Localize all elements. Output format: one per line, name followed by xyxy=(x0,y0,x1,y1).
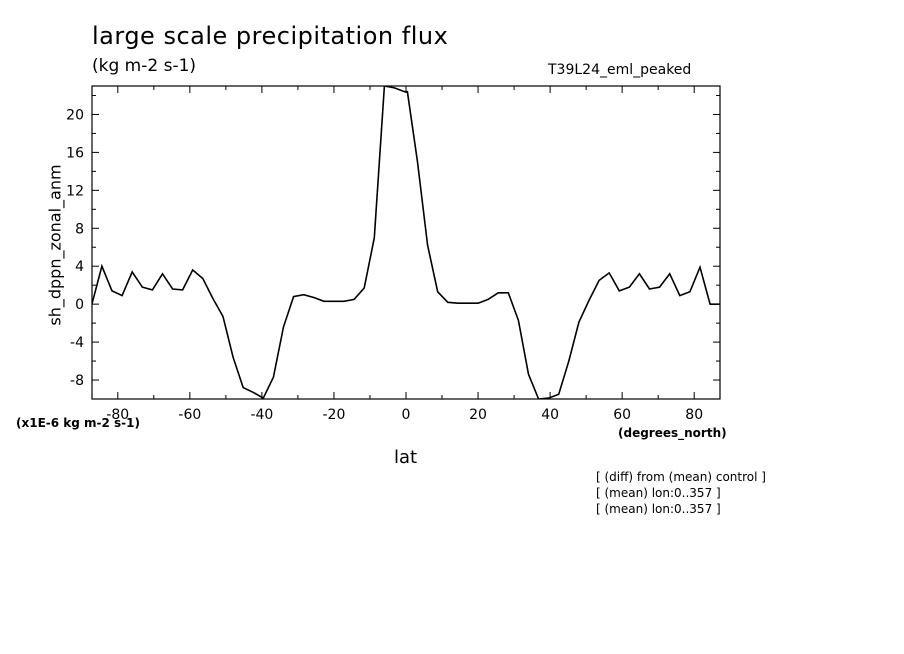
annotation-diff: [ (diff) from (mean) control ] xyxy=(596,470,766,484)
y-tick-label: 16 xyxy=(66,145,84,161)
x-tick-label: -60 xyxy=(178,407,201,423)
x-tick-label: -80 xyxy=(106,407,129,423)
x-tick-label: 0 xyxy=(402,407,411,423)
plot-frame xyxy=(91,85,721,400)
y-tick-label: 20 xyxy=(66,107,84,123)
y-scale-note: (x1E-6 kg m-2 s-1) xyxy=(16,416,140,430)
y-tick-label: 12 xyxy=(66,183,84,199)
x-tick-label: 20 xyxy=(469,407,487,423)
x-tick-label: 80 xyxy=(685,407,703,423)
annotation-mean-lon-2: [ (mean) lon:0..357 ] xyxy=(596,502,721,516)
x-tick-label: -40 xyxy=(250,407,273,423)
y-tick-label: 0 xyxy=(75,297,84,313)
y-tick-label: -4 xyxy=(70,335,84,351)
run-name: T39L24_eml_peaked xyxy=(548,62,692,78)
y-tick-label: -8 xyxy=(70,373,84,389)
x-axis-units: (degrees_north) xyxy=(618,426,727,440)
series-line xyxy=(92,86,720,399)
annotation-mean-lon-1: [ (mean) lon:0..357 ] xyxy=(596,486,721,500)
x-tick-label: 40 xyxy=(541,407,559,423)
chart-title: large scale precipitation flux xyxy=(92,22,449,50)
chart-units: (kg m-2 s-1) xyxy=(92,56,197,76)
y-tick-label: 4 xyxy=(75,259,84,275)
x-tick-label: -20 xyxy=(323,407,346,423)
x-tick-label: 60 xyxy=(613,407,631,423)
axis-ticks xyxy=(92,86,720,400)
x-axis-label: lat xyxy=(394,447,418,468)
y-tick-label: 8 xyxy=(75,221,84,237)
